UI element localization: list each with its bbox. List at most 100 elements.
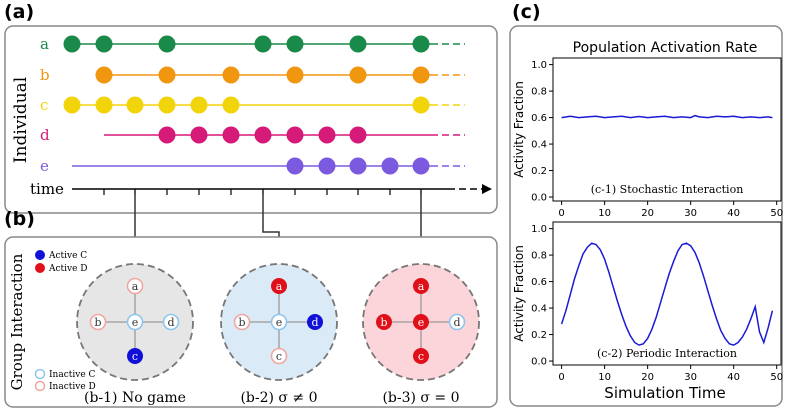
group-caption-2: (b-2) σ ≠ 0 xyxy=(240,390,317,406)
timeline-row-d: d xyxy=(40,126,465,144)
node-c xyxy=(413,348,429,364)
event-dot-d-4 xyxy=(286,126,304,144)
timeline-label-e: e xyxy=(40,157,49,175)
event-dot-d-0 xyxy=(158,126,176,144)
event-dot-a-3 xyxy=(254,35,272,53)
event-dot-c-6 xyxy=(412,96,430,114)
timeline-row-b: b xyxy=(40,66,465,84)
node-label-c: c xyxy=(132,350,138,363)
timeline-row-c: c xyxy=(40,96,465,114)
panel-b-label: (b) xyxy=(4,208,35,230)
legend-inactive-c-marker xyxy=(34,368,46,380)
node-a xyxy=(413,278,429,294)
group-interaction-axis-label: Group Interaction xyxy=(8,253,26,390)
node-label-b: b xyxy=(238,316,245,329)
legend-inactive-d-label: Inactive D xyxy=(49,382,96,392)
timeline-label-c: c xyxy=(40,96,48,114)
timeline-row-a: a xyxy=(40,35,465,53)
event-dot-a-0 xyxy=(63,35,81,53)
node-a xyxy=(271,278,287,294)
chart-2: 0.0 0.2 0.4 0.6 0.8 1.0 0 10 20 30 40 50 Activity Fr… xyxy=(512,221,783,383)
event-dot-e-0 xyxy=(286,157,304,175)
x-tick-label: 50 xyxy=(770,208,783,219)
x-tick-label: 10 xyxy=(598,372,611,383)
event-dot-c-2 xyxy=(126,96,144,114)
y-axis-label: Activity Fraction xyxy=(512,81,526,178)
node-b xyxy=(376,314,392,330)
x-tick-label: 0 xyxy=(558,208,564,219)
group-caption-3: (b-3) σ = 0 xyxy=(382,390,459,406)
chart-annotation: (c-1) Stochastic Interaction xyxy=(591,183,744,196)
chart-frame xyxy=(552,57,782,202)
individual-axis-label: Individual xyxy=(11,77,31,163)
event-dot-c-5 xyxy=(222,96,240,114)
chart-title: Population Activation Rate xyxy=(573,40,758,56)
event-dot-a-2 xyxy=(158,35,176,53)
node-d xyxy=(448,313,466,331)
legend-inactive-c-label: Inactive C xyxy=(49,370,96,380)
node-e xyxy=(126,313,144,331)
event-dot-d-5 xyxy=(318,126,336,144)
y-tick-label: 1.0 xyxy=(531,60,547,71)
group-caption-1: (b-1) No game xyxy=(84,390,186,406)
y-tick-label: 1.0 xyxy=(531,224,547,235)
event-dot-e-2 xyxy=(349,157,367,175)
node-e xyxy=(413,314,429,330)
event-dot-d-2 xyxy=(222,126,240,144)
node-label-d: d xyxy=(167,316,174,329)
node-label-e: e xyxy=(276,316,283,329)
event-dot-b-3 xyxy=(286,66,304,84)
y-tick-label: 0.8 xyxy=(531,87,547,98)
node-label-b: b xyxy=(380,316,387,329)
y-tick-label: 0.0 xyxy=(531,357,547,368)
node-label-d: d xyxy=(311,316,318,329)
group-2: a b e d c (b-2) σ ≠ 0 xyxy=(220,263,338,406)
groups: a b e d c (b-1) No game a b e d c (b-2) σ ≠ 0 a b e d c (… xyxy=(76,263,480,406)
charts: 0.0 0.2 0.4 0.6 0.8 1.0 0 10 20 30 40 50 Activity Fr… xyxy=(512,57,783,383)
node-d xyxy=(307,314,323,330)
x-tick-label: 50 xyxy=(770,372,783,383)
node-label-b: b xyxy=(94,316,101,329)
node-label-d: d xyxy=(453,316,460,329)
event-dot-a-1 xyxy=(95,35,113,53)
y-tick-label: 0.2 xyxy=(531,330,547,341)
event-dot-e-1 xyxy=(318,157,336,175)
panel-a-frame xyxy=(4,25,498,214)
node-b xyxy=(89,313,107,331)
event-dot-c-1 xyxy=(95,96,113,114)
event-dot-e-4 xyxy=(412,157,430,175)
panel-a-label: (a) xyxy=(4,1,34,23)
chart-annotation: (c-2) Periodic Interaction xyxy=(597,347,737,360)
node-c xyxy=(127,348,143,364)
timeline-label-b: b xyxy=(40,66,50,84)
group-3: a b e d c (b-3) σ = 0 xyxy=(362,263,480,406)
x-tick-label: 30 xyxy=(684,372,697,383)
x-tick-label: 20 xyxy=(641,372,654,383)
node-c xyxy=(270,347,288,365)
chart-1: 0.0 0.2 0.4 0.6 0.8 1.0 0 10 20 30 40 50 Activity Fr… xyxy=(512,57,783,219)
y-tick-label: 0.8 xyxy=(531,251,547,262)
node-label-e: e xyxy=(418,316,425,329)
timeline-label-d: d xyxy=(40,126,50,144)
x-tick-label: 40 xyxy=(727,372,740,383)
legend-active-d-marker xyxy=(35,263,45,273)
event-dot-c-4 xyxy=(190,96,208,114)
event-dot-b-1 xyxy=(158,66,176,84)
chart-x-axis-label: Simulation Time xyxy=(604,384,725,402)
node-label-a: a xyxy=(132,280,139,293)
event-dot-a-4 xyxy=(286,35,304,53)
node-label-c: c xyxy=(276,350,282,363)
group-1: a b e d c (b-1) No game xyxy=(76,263,194,406)
node-label-c: c xyxy=(418,350,424,363)
y-tick-label: 0.2 xyxy=(531,166,547,177)
event-dot-a-5 xyxy=(349,35,367,53)
node-label-e: e xyxy=(132,316,139,329)
event-dot-b-5 xyxy=(412,66,430,84)
event-dot-c-0 xyxy=(63,96,81,114)
y-tick-label: 0.4 xyxy=(531,304,547,315)
timeline-label-a: a xyxy=(40,35,49,53)
y-tick-label: 0.6 xyxy=(531,113,547,124)
time-axis-arrowhead xyxy=(482,184,492,194)
legend-inactive-d-marker xyxy=(34,380,46,392)
